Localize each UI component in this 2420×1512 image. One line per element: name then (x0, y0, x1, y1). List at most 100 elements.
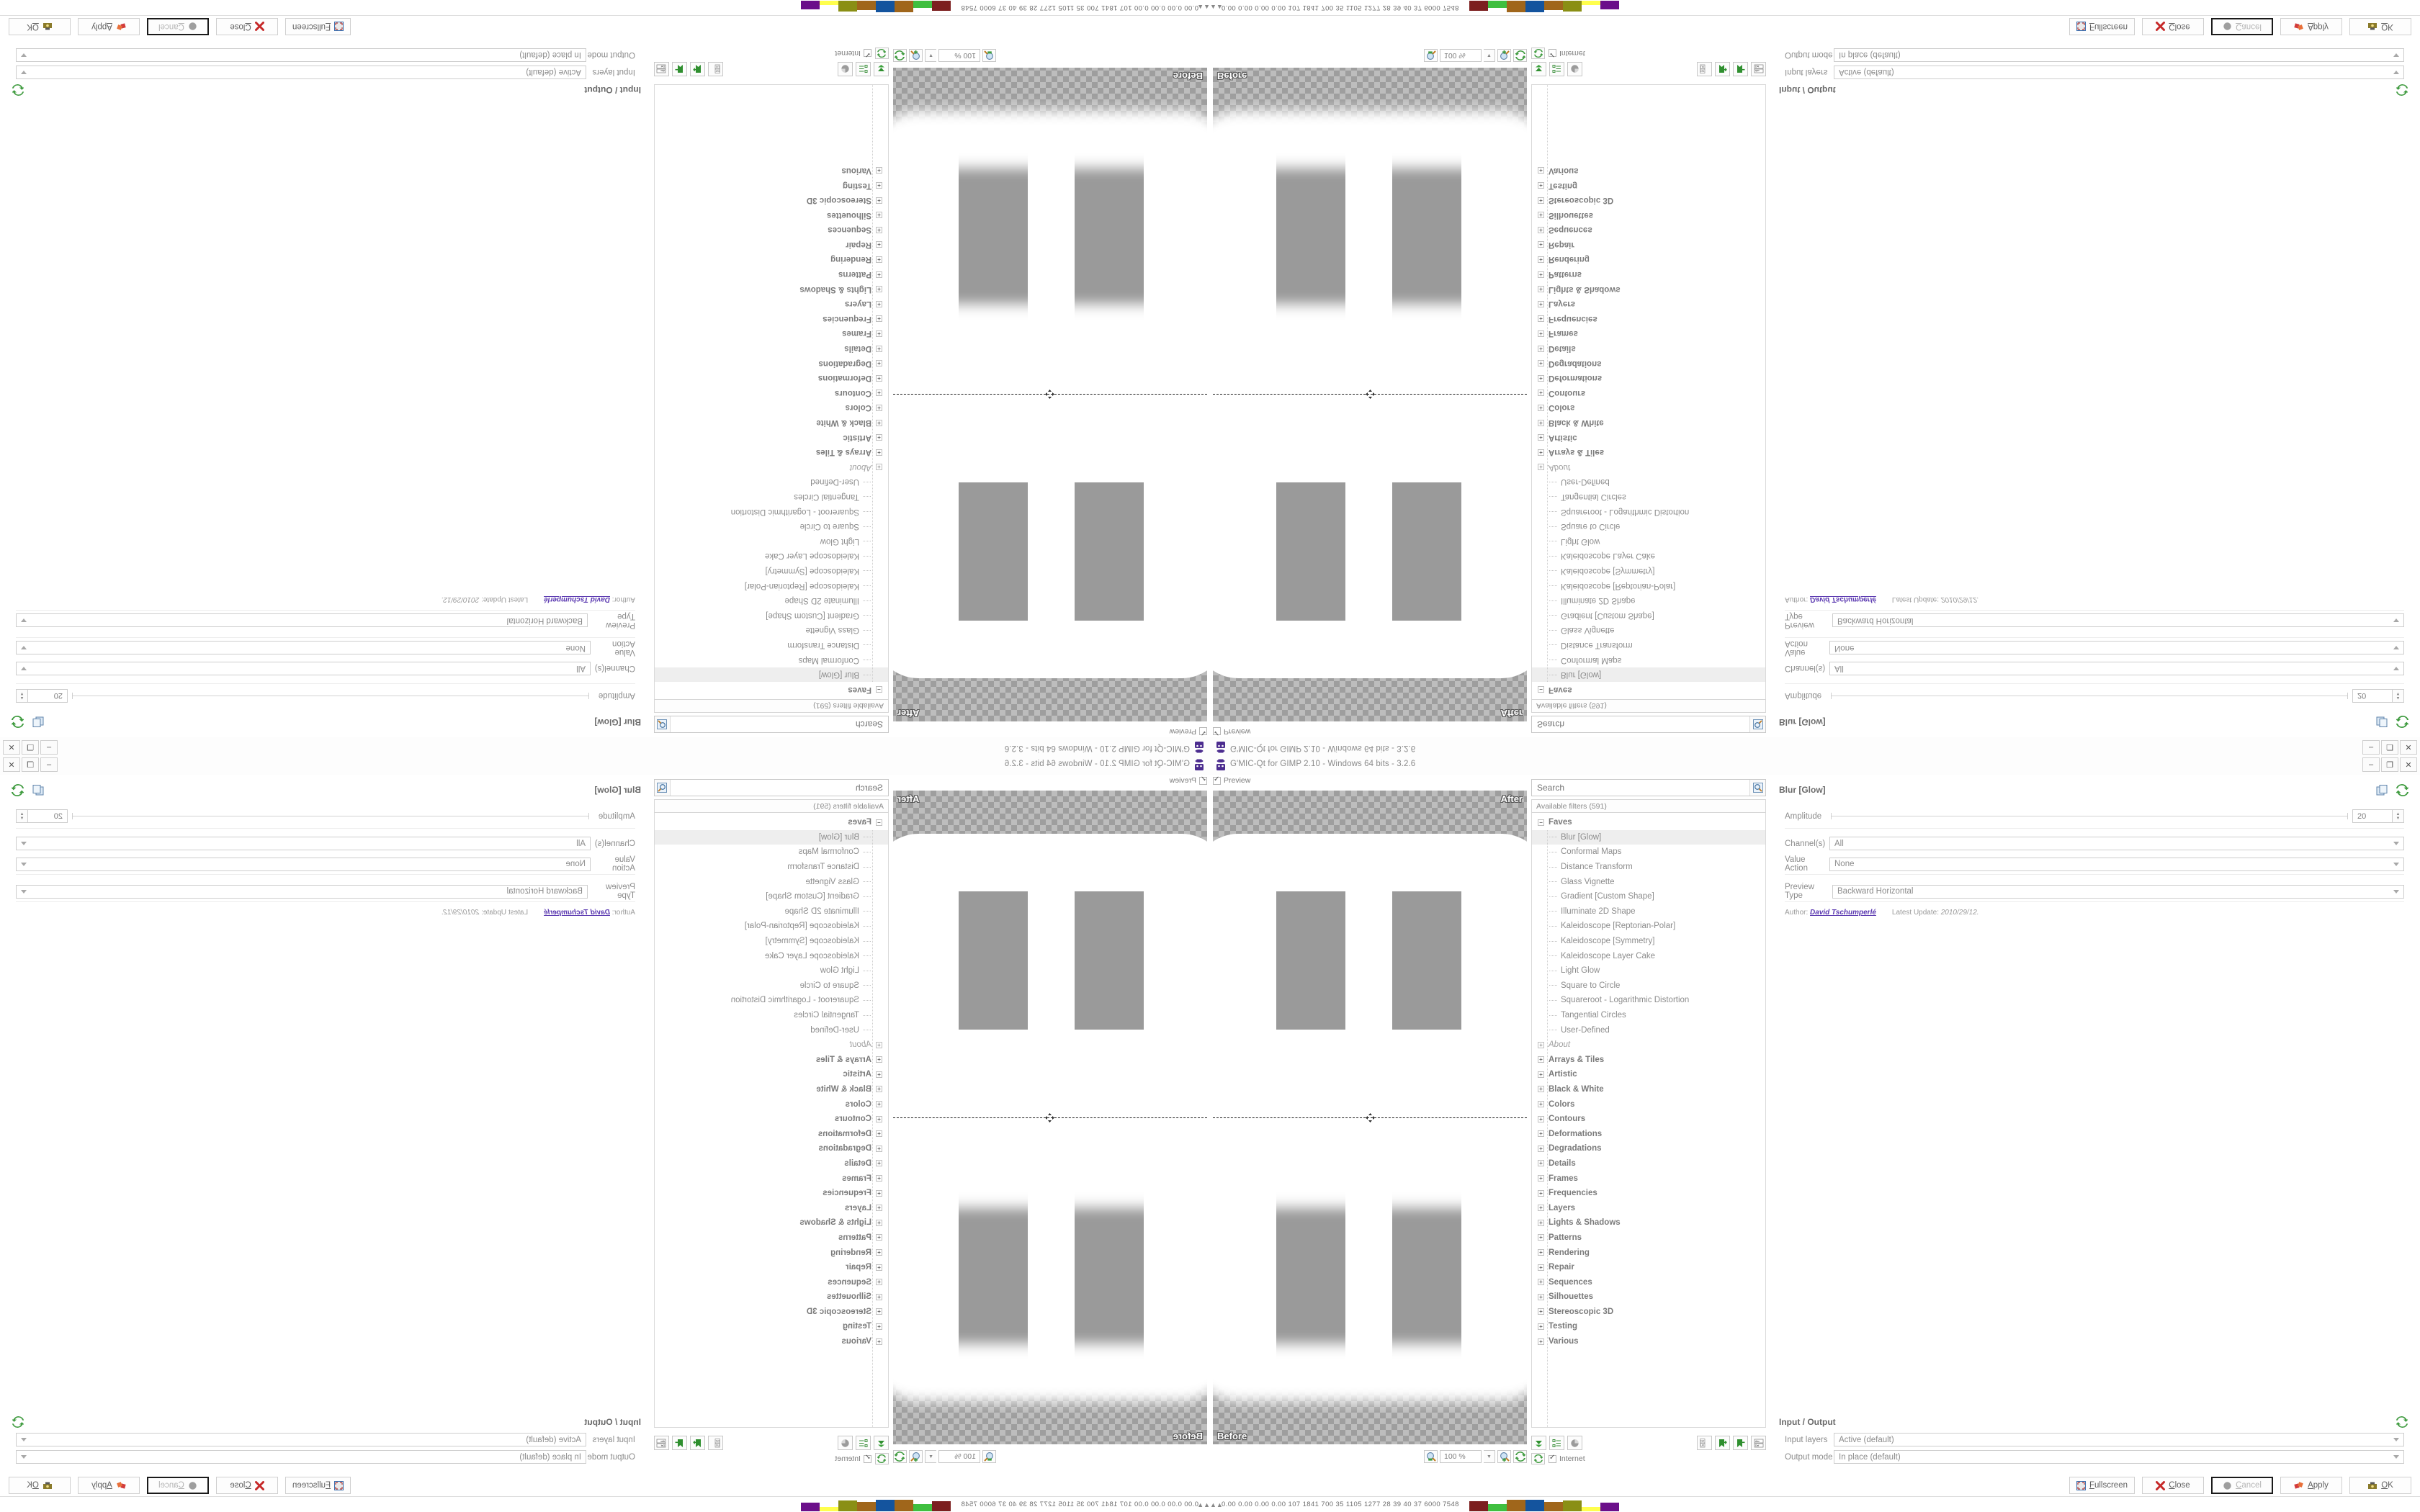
filter-category[interactable]: + Stereoscopic 3D (1532, 193, 1765, 208)
filter-category[interactable]: + Frames (655, 326, 888, 341)
tree-expander-icon[interactable]: + (876, 241, 882, 248)
tree-expander-icon[interactable]: + (876, 1219, 882, 1226)
filter-item[interactable]: Conformal Maps (1532, 845, 1765, 860)
filter-item[interactable]: Light Glow (655, 534, 888, 549)
filter-category[interactable]: + Artistic (655, 430, 888, 445)
zoom-in-icon[interactable] (909, 1450, 923, 1463)
filter-category[interactable]: + Sequences (1532, 1274, 1765, 1290)
filter-category[interactable]: + Various (655, 163, 888, 179)
search-input[interactable] (1532, 719, 1749, 729)
zoom-value[interactable]: 100 % (1440, 1450, 1482, 1463)
amplitude-slider[interactable] (1831, 691, 2348, 701)
filter-item[interactable]: Kaleidoscope [Symmetry] (655, 564, 888, 579)
filter-item[interactable]: Light Glow (1532, 534, 1765, 549)
chevron-down-icon[interactable]: ▼ (1484, 1450, 1495, 1463)
filter-item[interactable]: Illuminate 2D Shape (655, 593, 888, 608)
tree-expander-icon[interactable]: + (876, 1189, 882, 1197)
tree-expander-icon[interactable]: + (1538, 390, 1544, 397)
filter-item[interactable]: Illuminate 2D Shape (1532, 593, 1765, 608)
rename-fave-icon[interactable]: Abc Def (654, 1436, 669, 1450)
update-filters-icon[interactable]: Def Ust (708, 1436, 723, 1450)
tree-expander-icon[interactable]: + (876, 1205, 882, 1212)
tree-expander-icon[interactable]: + (876, 434, 882, 441)
filter-item[interactable]: Illuminate 2D Shape (1532, 904, 1765, 919)
maximize-button[interactable]: ❐ (2381, 757, 2398, 772)
filter-item[interactable]: User-Defined (1532, 474, 1765, 490)
reset-parameters-icon[interactable] (2394, 715, 2410, 730)
filter-category[interactable]: + Frames (1532, 1171, 1765, 1186)
tree-expander-icon[interactable]: + (1538, 1041, 1544, 1048)
value-action-select[interactable]: None (1829, 641, 2404, 655)
filter-item[interactable]: Kaleidoscope [Symmetry] (1532, 564, 1765, 579)
filter-item[interactable]: Squareroot - Logarithmic Distortion (1532, 504, 1765, 519)
filter-category[interactable]: + Deformations (1532, 371, 1765, 386)
filter-category[interactable]: + Layers (1532, 1200, 1765, 1215)
output-mode-select[interactable]: In place (default) (16, 1450, 586, 1464)
cancel-button[interactable]: Cancel (2211, 18, 2273, 35)
filter-item[interactable]: Glass Vignette (1532, 874, 1765, 889)
filter-category[interactable]: + Colors (1532, 1097, 1765, 1112)
filter-category[interactable]: + Patterns (655, 267, 888, 282)
tree-expander-icon[interactable]: + (1538, 419, 1544, 426)
refresh-icon[interactable] (1531, 48, 1545, 59)
filter-category[interactable]: + Rendering (1532, 252, 1765, 267)
refresh-icon[interactable] (893, 1450, 907, 1463)
search-bar[interactable] (654, 716, 889, 733)
close-button[interactable]: ✕ (3, 757, 20, 772)
amplitude-slider[interactable] (72, 811, 589, 822)
tree-expander-icon[interactable]: + (1538, 315, 1544, 323)
reset-io-icon[interactable] (2394, 1414, 2410, 1429)
filter-category[interactable]: + Colors (655, 400, 888, 415)
tree-expander-icon[interactable]: + (876, 1249, 882, 1256)
split-handle-icon[interactable] (1045, 1113, 1054, 1122)
preview-checkbox[interactable]: Preview (1170, 776, 1207, 785)
apply-button[interactable]: Apply (2280, 1477, 2342, 1494)
chevron-down-icon[interactable]: ▼ (925, 1450, 936, 1463)
filter-category[interactable]: + Stereoscopic 3D (655, 193, 888, 208)
reset-io-icon[interactable] (2394, 83, 2410, 98)
filter-category[interactable]: + Silhouettes (1532, 207, 1765, 222)
filter-item[interactable]: Illuminate 2D Shape (655, 904, 888, 919)
filter-item[interactable]: Tangential Circles (1532, 1008, 1765, 1023)
tree-expander-icon[interactable]: + (1538, 1323, 1544, 1330)
filter-item[interactable]: Kaleidoscope Layer Cake (655, 948, 888, 963)
filter-category-faves[interactable]: − Faves (655, 815, 888, 830)
tree-expander-icon[interactable]: + (876, 1234, 882, 1241)
filter-item[interactable]: User-Defined (655, 1022, 888, 1038)
add-fave-icon[interactable] (690, 1436, 705, 1450)
filter-category[interactable]: + Patterns (1532, 1230, 1765, 1246)
filter-tree[interactable]: − Faves Blur [Glow] Conformal Maps Distance … (1531, 84, 1766, 699)
input-layers-select[interactable]: Active (default) (1834, 66, 2404, 79)
minimize-button[interactable]: – (40, 740, 58, 755)
tree-expander-icon[interactable]: − (876, 686, 882, 693)
refresh-icon[interactable] (893, 49, 907, 62)
tree-expander-icon[interactable]: + (876, 374, 882, 382)
zoom-in-icon[interactable] (1497, 1450, 1511, 1463)
apply-button[interactable]: Apply (78, 18, 140, 35)
collapse-all-icon[interactable] (1531, 1436, 1546, 1450)
tree-expander-icon[interactable]: + (1538, 464, 1544, 471)
tree-expander-icon[interactable]: + (876, 197, 882, 204)
close-button-dialog[interactable]: Close (2142, 1477, 2204, 1494)
filter-category[interactable]: + Testing (1532, 1319, 1765, 1334)
tree-expander-icon[interactable]: + (1538, 1264, 1544, 1271)
filter-item[interactable]: Light Glow (655, 963, 888, 978)
filter-category[interactable]: + Repair (655, 1260, 888, 1275)
split-handle-icon[interactable] (1045, 390, 1054, 399)
tree-expander-icon[interactable]: + (1538, 286, 1544, 293)
preview-checkbox[interactable]: Preview (1170, 727, 1207, 736)
zoom-value[interactable]: 100 % (1440, 49, 1482, 62)
search-icon[interactable] (655, 716, 671, 732)
tree-expander-icon[interactable]: + (876, 1308, 882, 1315)
tree-expander-icon[interactable]: + (876, 226, 882, 233)
tree-expander-icon[interactable]: + (876, 300, 882, 307)
settings-icon[interactable] (1567, 62, 1582, 76)
refresh-icon[interactable] (1513, 49, 1527, 62)
preview-canvas[interactable]: After Before (893, 68, 1207, 721)
filter-category[interactable]: + Arrays & Tiles (655, 445, 888, 460)
filter-category[interactable]: + Silhouettes (1532, 1290, 1765, 1305)
filter-category[interactable]: + Contours (1532, 386, 1765, 401)
filter-item[interactable]: Blur [Glow] (1532, 829, 1765, 845)
filter-item[interactable]: Squareroot - Logarithmic Distortion (655, 993, 888, 1008)
preview-canvas[interactable]: After Before (893, 791, 1207, 1444)
